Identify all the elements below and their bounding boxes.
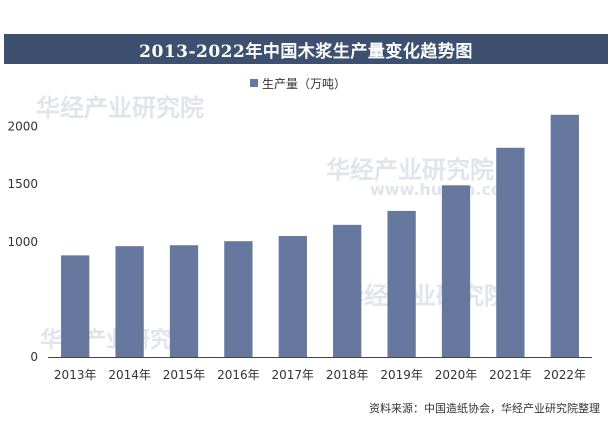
bar bbox=[61, 255, 89, 357]
bar bbox=[224, 241, 252, 357]
y-tick-label: 1500 bbox=[7, 177, 38, 191]
bar-chart: 生产量（万吨） 0 1000 1500 2000 2013年 2014年 2015年 2016年… bbox=[0, 0, 614, 428]
legend-label: 生产量（万吨） bbox=[262, 77, 346, 91]
bar bbox=[333, 225, 361, 357]
x-tick-label: 2013年 bbox=[54, 368, 97, 382]
bar bbox=[115, 246, 143, 357]
y-tick-label: 2000 bbox=[7, 120, 38, 134]
x-tick-label: 2016年 bbox=[217, 368, 260, 382]
x-tick-label: 2022年 bbox=[544, 368, 587, 382]
x-tick-label: 2019年 bbox=[380, 368, 423, 382]
bar bbox=[387, 211, 415, 357]
x-tick-label: 2018年 bbox=[326, 368, 369, 382]
bar bbox=[496, 148, 524, 357]
x-tick-label: 2015年 bbox=[163, 368, 206, 382]
x-tick-label: 2017年 bbox=[272, 368, 315, 382]
y-tick-label: 1000 bbox=[7, 235, 38, 249]
y-tick-label: 0 bbox=[30, 350, 38, 364]
bar bbox=[279, 236, 307, 357]
bar bbox=[551, 115, 579, 357]
source-note: 资料来源：中国造纸协会，华经产业研究院整理 bbox=[369, 400, 600, 416]
x-tick-label: 2014年 bbox=[108, 368, 151, 382]
bar bbox=[170, 245, 198, 357]
legend-swatch bbox=[250, 79, 258, 87]
bar bbox=[442, 185, 470, 357]
x-tick-label: 2021年 bbox=[489, 368, 532, 382]
x-tick-label: 2020年 bbox=[435, 368, 478, 382]
